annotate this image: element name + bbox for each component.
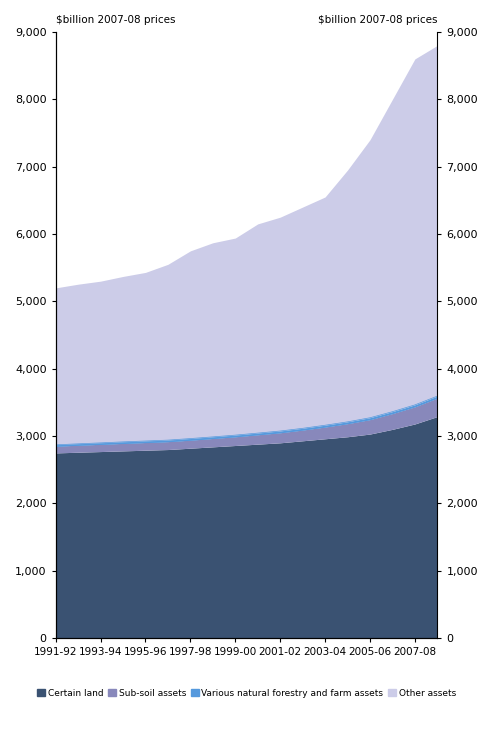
Text: $billion 2007-08 prices: $billion 2007-08 prices (56, 15, 175, 25)
Text: $billion 2007-08 prices: $billion 2007-08 prices (318, 15, 437, 25)
Legend: Certain land, Sub-soil assets, Various natural forestry and farm assets, Other a: Certain land, Sub-soil assets, Various n… (34, 685, 459, 702)
